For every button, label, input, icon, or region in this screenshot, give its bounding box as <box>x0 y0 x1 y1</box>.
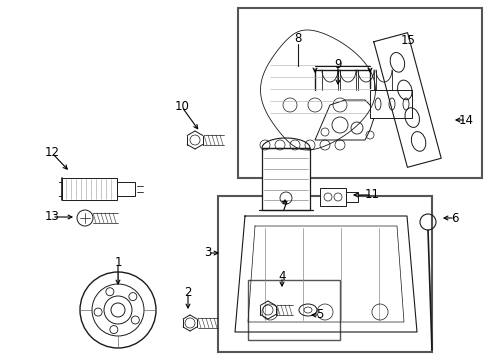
Bar <box>346 192 358 202</box>
Text: 3: 3 <box>204 247 212 260</box>
Text: 2: 2 <box>184 287 192 300</box>
Text: 11: 11 <box>365 189 379 202</box>
Bar <box>248 280 340 340</box>
Text: 4: 4 <box>278 270 286 284</box>
Text: 6: 6 <box>451 211 459 225</box>
Text: 12: 12 <box>45 147 59 159</box>
Bar <box>370 90 412 118</box>
Text: 1: 1 <box>114 256 122 270</box>
Text: 13: 13 <box>45 211 59 224</box>
Bar <box>117 182 135 196</box>
Bar <box>320 188 346 206</box>
Polygon shape <box>315 100 375 140</box>
Text: 8: 8 <box>294 31 302 45</box>
Text: 9: 9 <box>334 58 342 72</box>
Bar <box>218 196 432 352</box>
Text: 7: 7 <box>281 201 289 213</box>
Bar <box>62 178 117 200</box>
Text: 15: 15 <box>400 33 416 46</box>
Text: 5: 5 <box>317 309 324 321</box>
Text: 10: 10 <box>174 100 190 113</box>
Bar <box>238 8 482 178</box>
Bar <box>262 148 310 210</box>
Text: 14: 14 <box>459 113 473 126</box>
